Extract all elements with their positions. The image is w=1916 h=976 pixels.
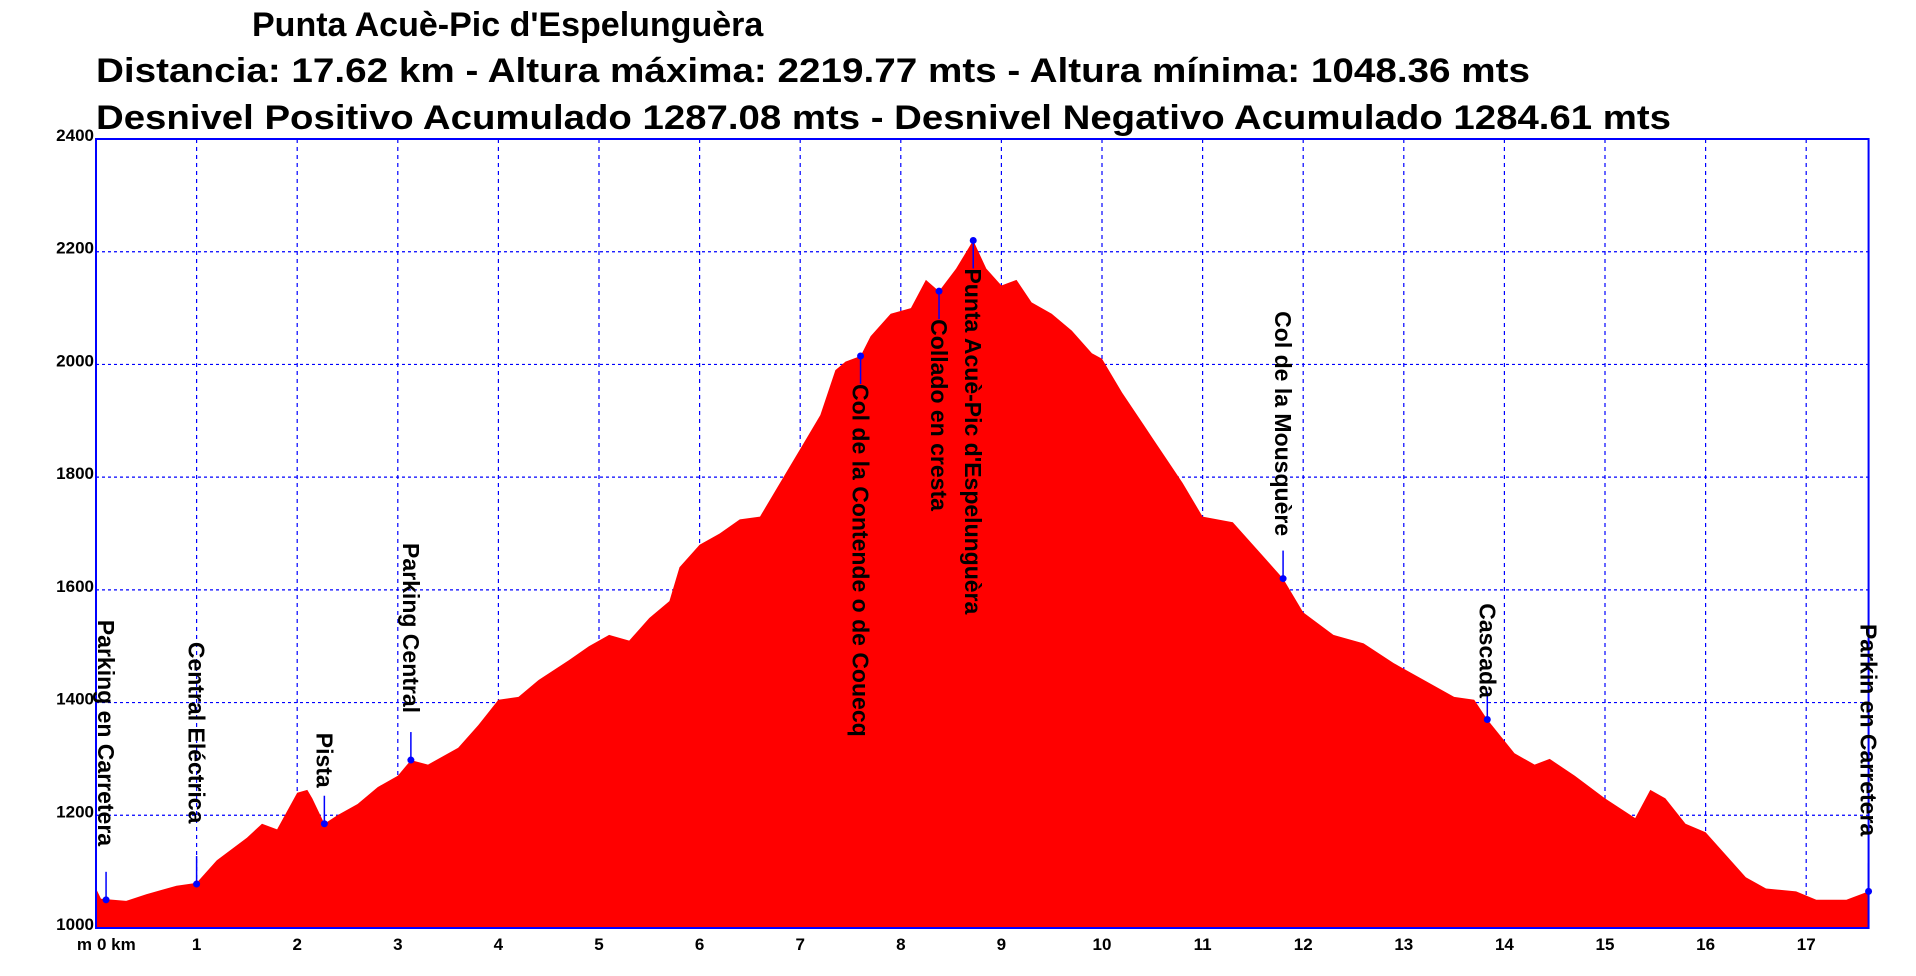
waypoint-label: Col de la Contende o de Couecq [848,384,874,737]
x-tick-label: 11 [1194,935,1212,954]
x-tick-label: 3 [393,935,402,954]
waypoint-marker [320,820,328,828]
x-tick-label: 2 [292,935,301,954]
elevation-area [96,240,1869,928]
x-tick-label: 7 [795,935,804,954]
waypoint-marker [935,287,943,295]
y-tick-label: 1400 [56,690,94,709]
waypoints: Parking en Carretera Central Eléctrica Pis… [93,236,1882,904]
waypoint-label: Collado en cresta [926,319,952,511]
waypoint: Col de la Contende o de Couecq [848,352,874,737]
y-tick-label: 1600 [56,577,94,596]
x-tick-label: 12 [1294,935,1313,954]
waypoint: Parking Central [398,543,424,764]
x-tick-label: 5 [594,935,603,954]
x-tick-label: 13 [1394,935,1413,954]
x-tick-label: 9 [997,935,1006,954]
waypoint-label: Parkin en Carretera [1856,624,1882,836]
chart-subtitle-elevation-gain: Desnivel Positivo Acumulado 1287.08 mts … [96,99,1671,137]
x-tick-label: 14 [1495,935,1514,954]
waypoint: Punta Acuè-Pic d'Espelunguèra [960,236,986,615]
x-tick-label: 6 [695,935,704,954]
x-tick-label: 10 [1093,935,1112,954]
waypoint: Parkin en Carretera [1856,624,1882,895]
y-unit-label: m [77,935,92,954]
x-tick-label: 16 [1696,935,1715,954]
y-tick-label: 2000 [56,351,94,370]
y-tick-label: 2200 [56,239,94,258]
waypoint-label: Punta Acuè-Pic d'Espelunguèra [960,268,986,614]
y-tick-label: 1000 [56,915,94,934]
waypoint-label: Central Eléctrica [184,642,210,824]
waypoint-label: Parking en Carretera [93,620,119,846]
waypoint: Collado en cresta [926,287,952,511]
x-tick-label: 15 [1596,935,1615,954]
waypoint: Cascada [1474,603,1500,723]
waypoint-marker [407,756,415,764]
x-tick-label: 8 [896,935,905,954]
waypoint-label: Pista [311,733,337,788]
waypoint-marker [1865,887,1873,895]
waypoint: Col de la Mousquère [1270,311,1296,583]
x-tick-label: 17 [1797,935,1816,954]
waypoint-marker [1483,715,1491,723]
waypoint-marker [193,880,201,888]
waypoint-label: Cascada [1474,603,1500,698]
plot-frame [95,138,1870,929]
waypoint-marker [1279,575,1287,583]
waypoint-marker [969,236,977,244]
waypoint-label: Col de la Mousquère [1270,311,1296,536]
waypoint-label: Parking Central [398,543,424,713]
y-tick-label: 1800 [56,464,94,483]
waypoint: Central Eléctrica [184,642,210,888]
chart-subtitle-distance: Distancia: 17.62 km - Altura máxima: 221… [96,52,1530,90]
x-tick-label: 0 km [97,935,136,954]
y-tick-label: 1200 [56,802,94,821]
waypoint: Parking en Carretera [93,620,119,904]
chart-title: Punta Acuè-Pic d'Espelunguèra [252,6,764,44]
x-tick-label: 1 [192,935,201,954]
waypoint-marker [857,352,865,360]
x-tick-label: 4 [494,935,504,954]
y-tick-label: 2400 [56,126,94,145]
waypoint: Pista [311,733,337,828]
waypoint-marker [102,896,110,904]
